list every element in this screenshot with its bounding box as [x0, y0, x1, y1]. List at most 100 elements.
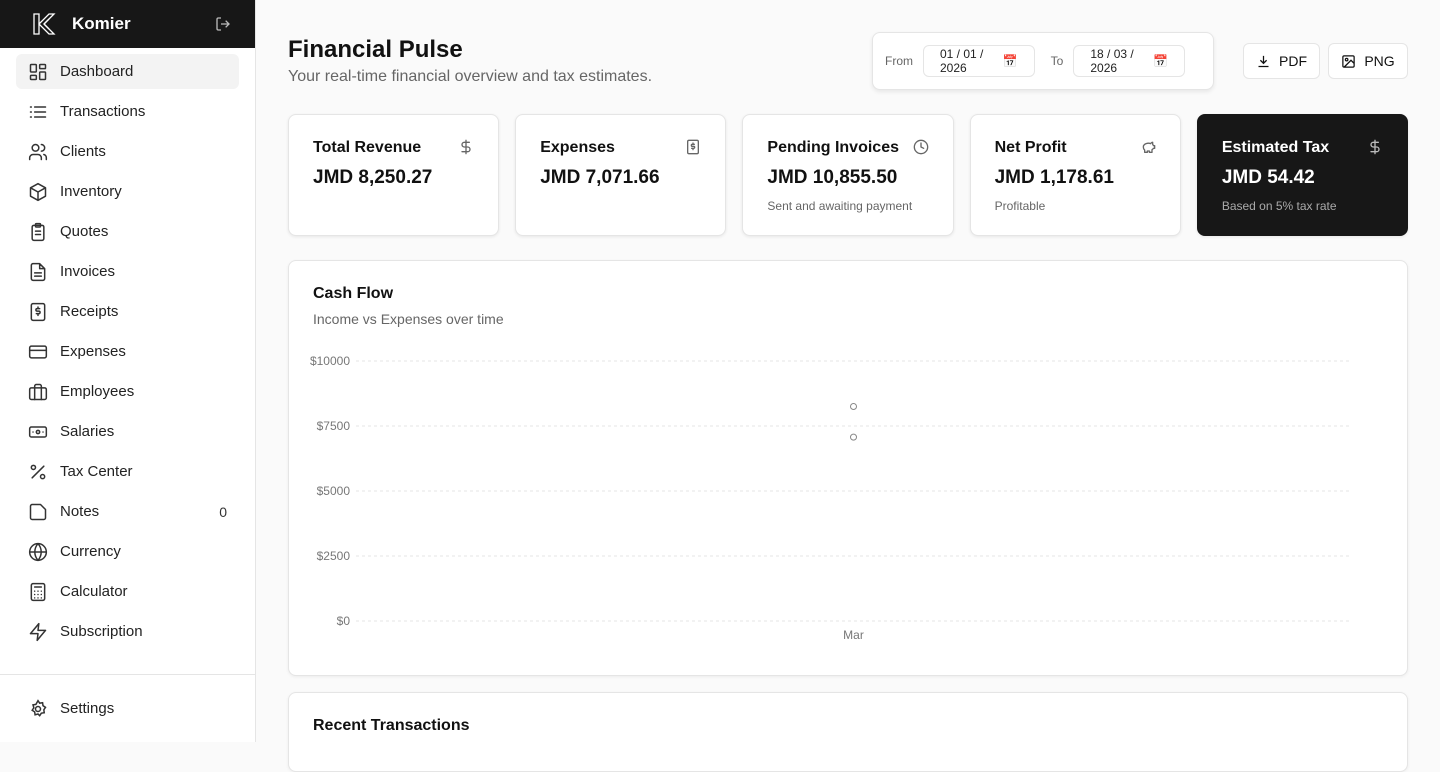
card-value: JMD 1,178.61	[994, 167, 1114, 188]
sidebar-item-inventory[interactable]: Inventory	[16, 174, 239, 209]
card-total-revenue: Total Revenue JMD 8,250.27	[288, 114, 500, 236]
png-label: PNG	[1364, 53, 1395, 69]
card-title: Expenses	[540, 139, 615, 156]
banknote-icon	[28, 425, 48, 438]
sidebar-item-label: Currency	[60, 543, 121, 560]
sidebar-item-label: Expenses	[60, 343, 126, 360]
card-note: Based on 5% tax rate	[1221, 199, 1337, 213]
y-tick-label: $7500	[317, 419, 351, 433]
card-note: Profitable	[994, 199, 1046, 213]
card-note: Sent and awaiting payment	[767, 199, 913, 213]
card-title: Net Profit	[994, 139, 1067, 156]
income-point	[850, 402, 857, 410]
sidebar-item-label: Receipts	[60, 303, 119, 320]
sidebar-item-label: Subscription	[60, 623, 143, 640]
sidebar-item-label: Dashboard	[60, 63, 134, 80]
card-value: JMD 54.42	[1221, 167, 1315, 188]
card-title: Estimated Tax	[1221, 139, 1330, 156]
x-tick-label: Mar	[843, 628, 864, 642]
sidebar-item-transactions[interactable]: Transactions	[16, 94, 239, 129]
to-date-input[interactable]: 18 / 03 / 2026 📅	[1073, 45, 1185, 77]
recent-transactions-panel: Recent Transactions	[288, 692, 1408, 772]
sidebar-item-subscription[interactable]: Subscription	[16, 614, 239, 649]
credit-card-icon	[28, 344, 48, 359]
briefcase-icon	[28, 383, 48, 400]
sidebar-item-label: Inventory	[60, 183, 122, 200]
zap-icon	[29, 622, 47, 641]
sidebar-item-settings[interactable]: Settings	[16, 691, 239, 726]
from-date-input[interactable]: 01 / 01 / 2026 📅	[923, 45, 1035, 77]
sidebar-item-label: Settings	[60, 700, 115, 717]
from-date-value: 01 / 01 / 2026	[940, 47, 984, 75]
brand-header: Komier	[0, 0, 255, 48]
page-subtitle: Your real-time financial overview and ta…	[288, 68, 653, 85]
y-tick-label: $0	[337, 614, 351, 628]
list-icon	[29, 105, 47, 118]
sidebar-item-receipts[interactable]: Receipts	[16, 294, 239, 329]
percent-icon	[30, 464, 46, 479]
dollar-icon	[1370, 139, 1380, 155]
sidebar-item-currency[interactable]: Currency	[16, 534, 239, 569]
pdf-label: PDF	[1279, 53, 1307, 69]
card-value: JMD 8,250.27	[313, 167, 433, 188]
users-icon	[28, 143, 48, 160]
sidebar-item-quotes[interactable]: Quotes	[16, 214, 239, 249]
clipboard-icon	[31, 222, 45, 241]
expense-point	[850, 433, 857, 441]
app-name: Komier	[72, 14, 131, 33]
sidebar-item-label: Employees	[60, 383, 135, 400]
receipt-icon	[30, 302, 46, 321]
y-tick-label: $5000	[317, 484, 351, 498]
image-icon	[1342, 54, 1356, 68]
sidebar-item-employees[interactable]: Employees	[16, 374, 239, 409]
komier-logo-icon	[33, 13, 56, 35]
sidebar-item-label: Transactions	[60, 103, 146, 120]
export-pdf-button[interactable]: PDF	[1243, 43, 1320, 79]
dollar-icon	[461, 139, 471, 155]
notes-count-badge: 0	[219, 503, 227, 520]
recent-transactions-title: Recent Transactions	[313, 717, 470, 734]
sidebar-item-expenses[interactable]: Expenses	[16, 334, 239, 369]
sidebar-item-notes[interactable]: Notes 0	[16, 494, 239, 529]
card-title: Total Revenue	[313, 139, 422, 156]
card-estimated-tax: Estimated Tax JMD 54.42 Based on 5% tax ra…	[1196, 114, 1409, 236]
layout-dashboard-icon	[29, 63, 47, 80]
sidebar-item-clients[interactable]: Clients	[16, 134, 239, 169]
calendar-icon[interactable]: 📅	[1002, 54, 1018, 68]
calendar-icon[interactable]: 📅	[1153, 54, 1168, 68]
y-tick-label: $2500	[317, 549, 351, 563]
sidebar-item-calculator[interactable]: Calculator	[16, 574, 239, 609]
export-png-button[interactable]: PNG	[1328, 43, 1408, 79]
sidebar-nav: Dashboard Transactions Clients Inventory Quo…	[0, 48, 255, 660]
sidebar-item-label: Salaries	[60, 423, 115, 440]
sidebar-item-dashboard[interactable]: Dashboard	[16, 54, 239, 89]
cash-flow-title: Cash Flow	[313, 285, 394, 302]
package-icon	[29, 182, 47, 201]
globe-icon	[28, 542, 48, 561]
sidebar-footer: Settings	[0, 674, 255, 747]
stat-cards: Total Revenue JMD 8,250.27 Expenses JMD 7,0…	[288, 114, 1409, 236]
sidebar-item-label: Invoices	[60, 263, 116, 280]
sidebar-item-invoices[interactable]: Invoices	[16, 254, 239, 289]
sidebar-item-tax-center[interactable]: Tax Center	[16, 454, 239, 489]
sidebar-item-label: Notes	[60, 503, 100, 520]
from-label: From	[885, 54, 913, 68]
cash-flow-chart: $0 $2500 $5000 $7500 $10000 Mar	[310, 354, 1351, 642]
card-net-profit: Net Profit JMD 1,178.61 Profitable	[969, 114, 1181, 236]
to-label: To	[1050, 54, 1064, 68]
card-value: JMD 10,855.50	[767, 167, 898, 188]
file-text-icon	[30, 262, 46, 281]
card-title: Pending Invoices	[767, 139, 899, 156]
download-icon	[1258, 55, 1269, 67]
sidebar-item-label: Calculator	[60, 583, 128, 600]
to-date-value: 18 / 03 / 2026	[1090, 47, 1134, 75]
logout-icon[interactable]	[215, 16, 231, 32]
clock-icon	[913, 139, 928, 155]
date-range-picker: From 01 / 01 / 2026 📅 To 18 / 03 / 2026 …	[872, 32, 1214, 90]
sidebar: Komier Dashboard Transactions Clients Inven…	[0, 0, 256, 742]
cash-flow-subtitle: Income vs Expenses over time	[313, 311, 504, 327]
sidebar-item-label: Tax Center	[60, 463, 133, 480]
sidebar-item-label: Quotes	[60, 223, 109, 240]
calculator-icon	[30, 582, 46, 601]
sidebar-item-salaries[interactable]: Salaries	[16, 414, 239, 449]
